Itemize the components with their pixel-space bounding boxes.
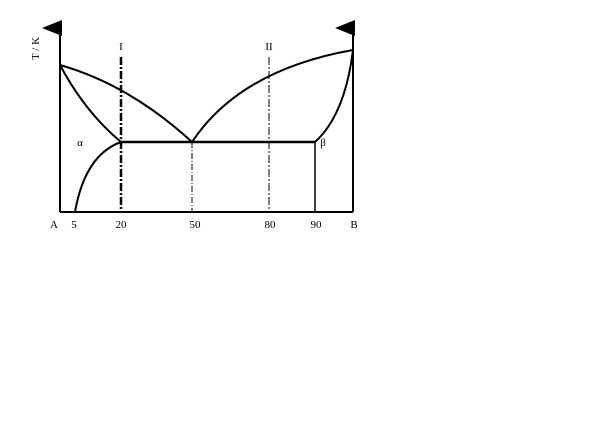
line-2-label: II (265, 41, 273, 53)
component-b-label: B (350, 219, 357, 231)
liquidus-right (191, 49, 354, 143)
alpha-phase-label: α (77, 137, 83, 149)
solidus-beta (314, 49, 354, 143)
beta-phase-label: β (320, 137, 326, 149)
liquidus-left (59, 64, 193, 143)
x-tick-label: 50 (190, 219, 202, 231)
y-axis-label: T / K (30, 37, 42, 60)
x-tick-label: 90 (311, 219, 323, 231)
x-tick-label: 20 (116, 219, 128, 231)
line-1-label: I (119, 41, 123, 53)
x-tick-label: 80 (265, 219, 277, 231)
x-tick-label: 5 (71, 219, 77, 231)
solidus-alpha (59, 64, 122, 143)
component-a-label: A (50, 219, 58, 231)
solvus-alpha (74, 141, 122, 213)
